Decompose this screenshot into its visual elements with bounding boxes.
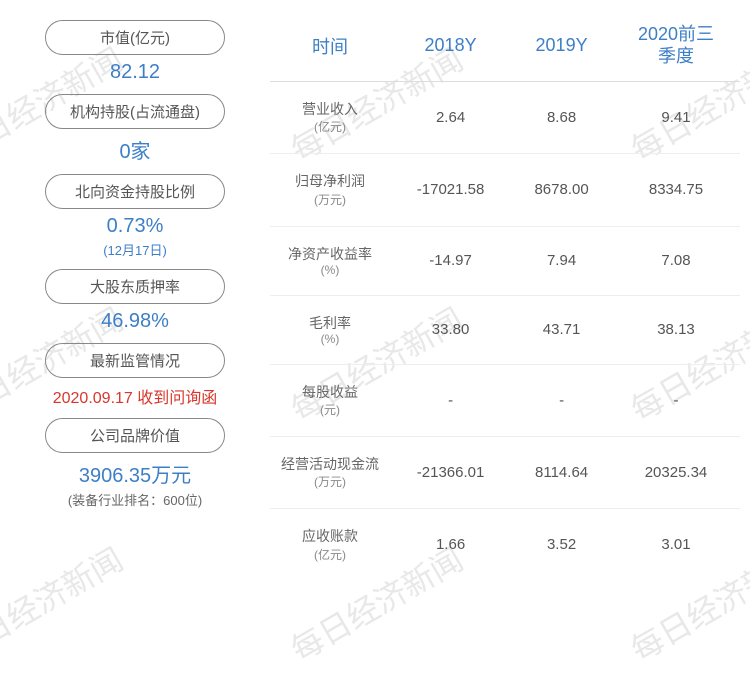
row-unit: (%) bbox=[276, 332, 384, 346]
table-row: 营业收入(亿元)2.648.689.41 bbox=[270, 82, 740, 154]
stat-value: 0家 bbox=[119, 135, 150, 164]
stat-sub: (装备行业排名：600位) bbox=[68, 490, 202, 509]
stat-label: 最新监管情况 bbox=[45, 343, 225, 378]
stat-value: 3906.35万元 bbox=[79, 459, 191, 488]
stat-label: 市值(亿元) bbox=[45, 20, 225, 55]
data-cell: - bbox=[612, 364, 740, 436]
data-cell: 8114.64 bbox=[511, 437, 612, 509]
row-label: 毛利率 bbox=[276, 314, 384, 332]
data-cell: 3.01 bbox=[612, 509, 740, 581]
table-header-cell: 时间 bbox=[270, 10, 390, 82]
stat-value: 46.98% bbox=[101, 310, 169, 333]
stat-block: 最新监管情况 2020.09.17 收到问询函 bbox=[15, 343, 255, 408]
data-cell: 2.64 bbox=[390, 82, 511, 154]
table-row: 毛利率(%)33.8043.7138.13 bbox=[270, 295, 740, 364]
data-cell: 9.41 bbox=[612, 82, 740, 154]
financial-table: 时间2018Y2019Y2020前三季度 营业收入(亿元)2.648.689.4… bbox=[270, 10, 740, 581]
stat-label: 机构持股(占流通盘) bbox=[45, 94, 225, 129]
table-body: 营业收入(亿元)2.648.689.41归母净利润(万元)-17021.5886… bbox=[270, 82, 740, 581]
row-label: 每股收益 bbox=[276, 383, 384, 401]
row-label: 经营活动现金流 bbox=[276, 455, 384, 473]
data-cell: 33.80 bbox=[390, 295, 511, 364]
stat-block: 市值(亿元) 82.12 bbox=[15, 20, 255, 84]
stat-value: 82.12 bbox=[110, 61, 160, 84]
row-label-cell: 营业收入(亿元) bbox=[270, 82, 390, 154]
data-cell: 7.94 bbox=[511, 226, 612, 295]
row-unit: (%) bbox=[276, 263, 384, 277]
left-stats-panel: 市值(亿元) 82.12 机构持股(占流通盘) 0家北向资金持股比例 0.73% (12月… bbox=[0, 0, 270, 678]
data-cell: 8.68 bbox=[511, 82, 612, 154]
table-row: 归母净利润(万元)-17021.588678.008334.75 bbox=[270, 154, 740, 226]
row-label-cell: 毛利率(%) bbox=[270, 295, 390, 364]
data-cell: 43.71 bbox=[511, 295, 612, 364]
table-header-cell: 2020前三季度 bbox=[612, 10, 740, 82]
data-cell: - bbox=[390, 364, 511, 436]
table-row: 经营活动现金流(万元)-21366.018114.6420325.34 bbox=[270, 437, 740, 509]
data-cell: -21366.01 bbox=[390, 437, 511, 509]
table-header-cell: 2019Y bbox=[511, 10, 612, 82]
row-label-cell: 应收账款(亿元) bbox=[270, 509, 390, 581]
row-unit: (万元) bbox=[276, 473, 384, 490]
row-label-cell: 净资产收益率(%) bbox=[270, 226, 390, 295]
stat-block: 机构持股(占流通盘) 0家 bbox=[15, 94, 255, 164]
data-cell: -17021.58 bbox=[390, 154, 511, 226]
data-cell: 8334.75 bbox=[612, 154, 740, 226]
row-label: 营业收入 bbox=[276, 100, 384, 118]
stat-block: 大股东质押率 46.98% bbox=[15, 269, 255, 333]
row-label-cell: 经营活动现金流(万元) bbox=[270, 437, 390, 509]
row-unit: (万元) bbox=[276, 191, 384, 208]
stat-label: 公司品牌价值 bbox=[45, 418, 225, 453]
data-cell: 1.66 bbox=[390, 509, 511, 581]
data-cell: 8678.00 bbox=[511, 154, 612, 226]
stat-block: 公司品牌价值 3906.35万元 (装备行业排名：600位) bbox=[15, 418, 255, 509]
table-header-row: 时间2018Y2019Y2020前三季度 bbox=[270, 10, 740, 82]
row-unit: (亿元) bbox=[276, 118, 384, 135]
row-unit: (亿元) bbox=[276, 546, 384, 563]
table-row: 净资产收益率(%)-14.977.947.08 bbox=[270, 226, 740, 295]
data-cell: 7.08 bbox=[612, 226, 740, 295]
table-header-cell: 2018Y bbox=[390, 10, 511, 82]
data-cell: -14.97 bbox=[390, 226, 511, 295]
row-unit: (元) bbox=[276, 401, 384, 418]
row-label: 净资产收益率 bbox=[276, 245, 384, 263]
main-container: 市值(亿元) 82.12 机构持股(占流通盘) 0家北向资金持股比例 0.73% (12月… bbox=[0, 0, 750, 678]
data-cell: 3.52 bbox=[511, 509, 612, 581]
stat-value: 2020.09.17 收到问询函 bbox=[53, 384, 218, 408]
table-row: 应收账款(亿元)1.663.523.01 bbox=[270, 509, 740, 581]
stat-label: 北向资金持股比例 bbox=[45, 174, 225, 209]
row-label-cell: 归母净利润(万元) bbox=[270, 154, 390, 226]
data-cell: 38.13 bbox=[612, 295, 740, 364]
data-cell: - bbox=[511, 364, 612, 436]
row-label-cell: 每股收益(元) bbox=[270, 364, 390, 436]
table-row: 每股收益(元)--- bbox=[270, 364, 740, 436]
row-label: 归母净利润 bbox=[276, 172, 384, 190]
stat-value: 0.73% bbox=[107, 215, 164, 238]
stat-block: 北向资金持股比例 0.73% (12月17日) bbox=[15, 174, 255, 259]
right-table-panel: 时间2018Y2019Y2020前三季度 营业收入(亿元)2.648.689.4… bbox=[270, 0, 750, 678]
stat-sub: (12月17日) bbox=[103, 240, 167, 259]
data-cell: 20325.34 bbox=[612, 437, 740, 509]
row-label: 应收账款 bbox=[276, 527, 384, 545]
stat-label: 大股东质押率 bbox=[45, 269, 225, 304]
